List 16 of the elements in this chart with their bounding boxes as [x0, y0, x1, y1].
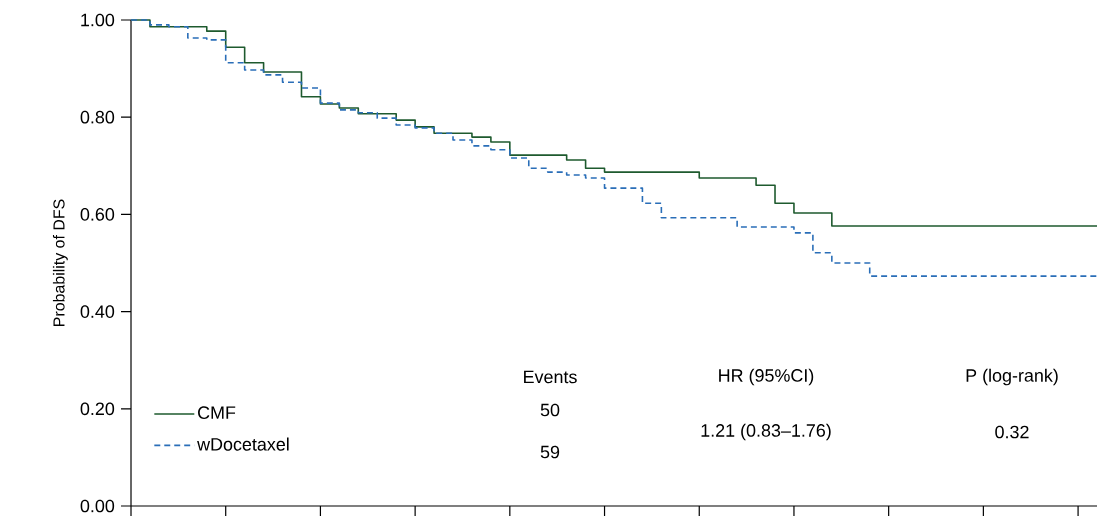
y-tick-label: 1.00	[81, 13, 115, 27]
y-axis-title: Probability of DFS	[52, 199, 68, 326]
annotation: P (log-rank)	[966, 368, 1058, 386]
y-tick-label: 0.00	[80, 499, 115, 513]
legend-label: wDocetaxel	[197, 437, 289, 451]
y-tick-label: 0.60	[80, 207, 115, 221]
annotation: HR (95%CI)	[719, 368, 814, 386]
y-tick-label: 0.80	[80, 110, 115, 124]
annotation: 59	[540, 445, 560, 459]
annotation: 0.32	[995, 425, 1029, 439]
annotation: Events	[524, 370, 577, 384]
y-tick-label: 0.20	[80, 402, 115, 416]
annotation: 50	[540, 403, 560, 417]
y-tick-label: 0.40	[80, 305, 115, 318]
annotation: 1.21 (0.83–1.76)	[701, 423, 831, 441]
legend-label: CMF	[198, 406, 236, 419]
